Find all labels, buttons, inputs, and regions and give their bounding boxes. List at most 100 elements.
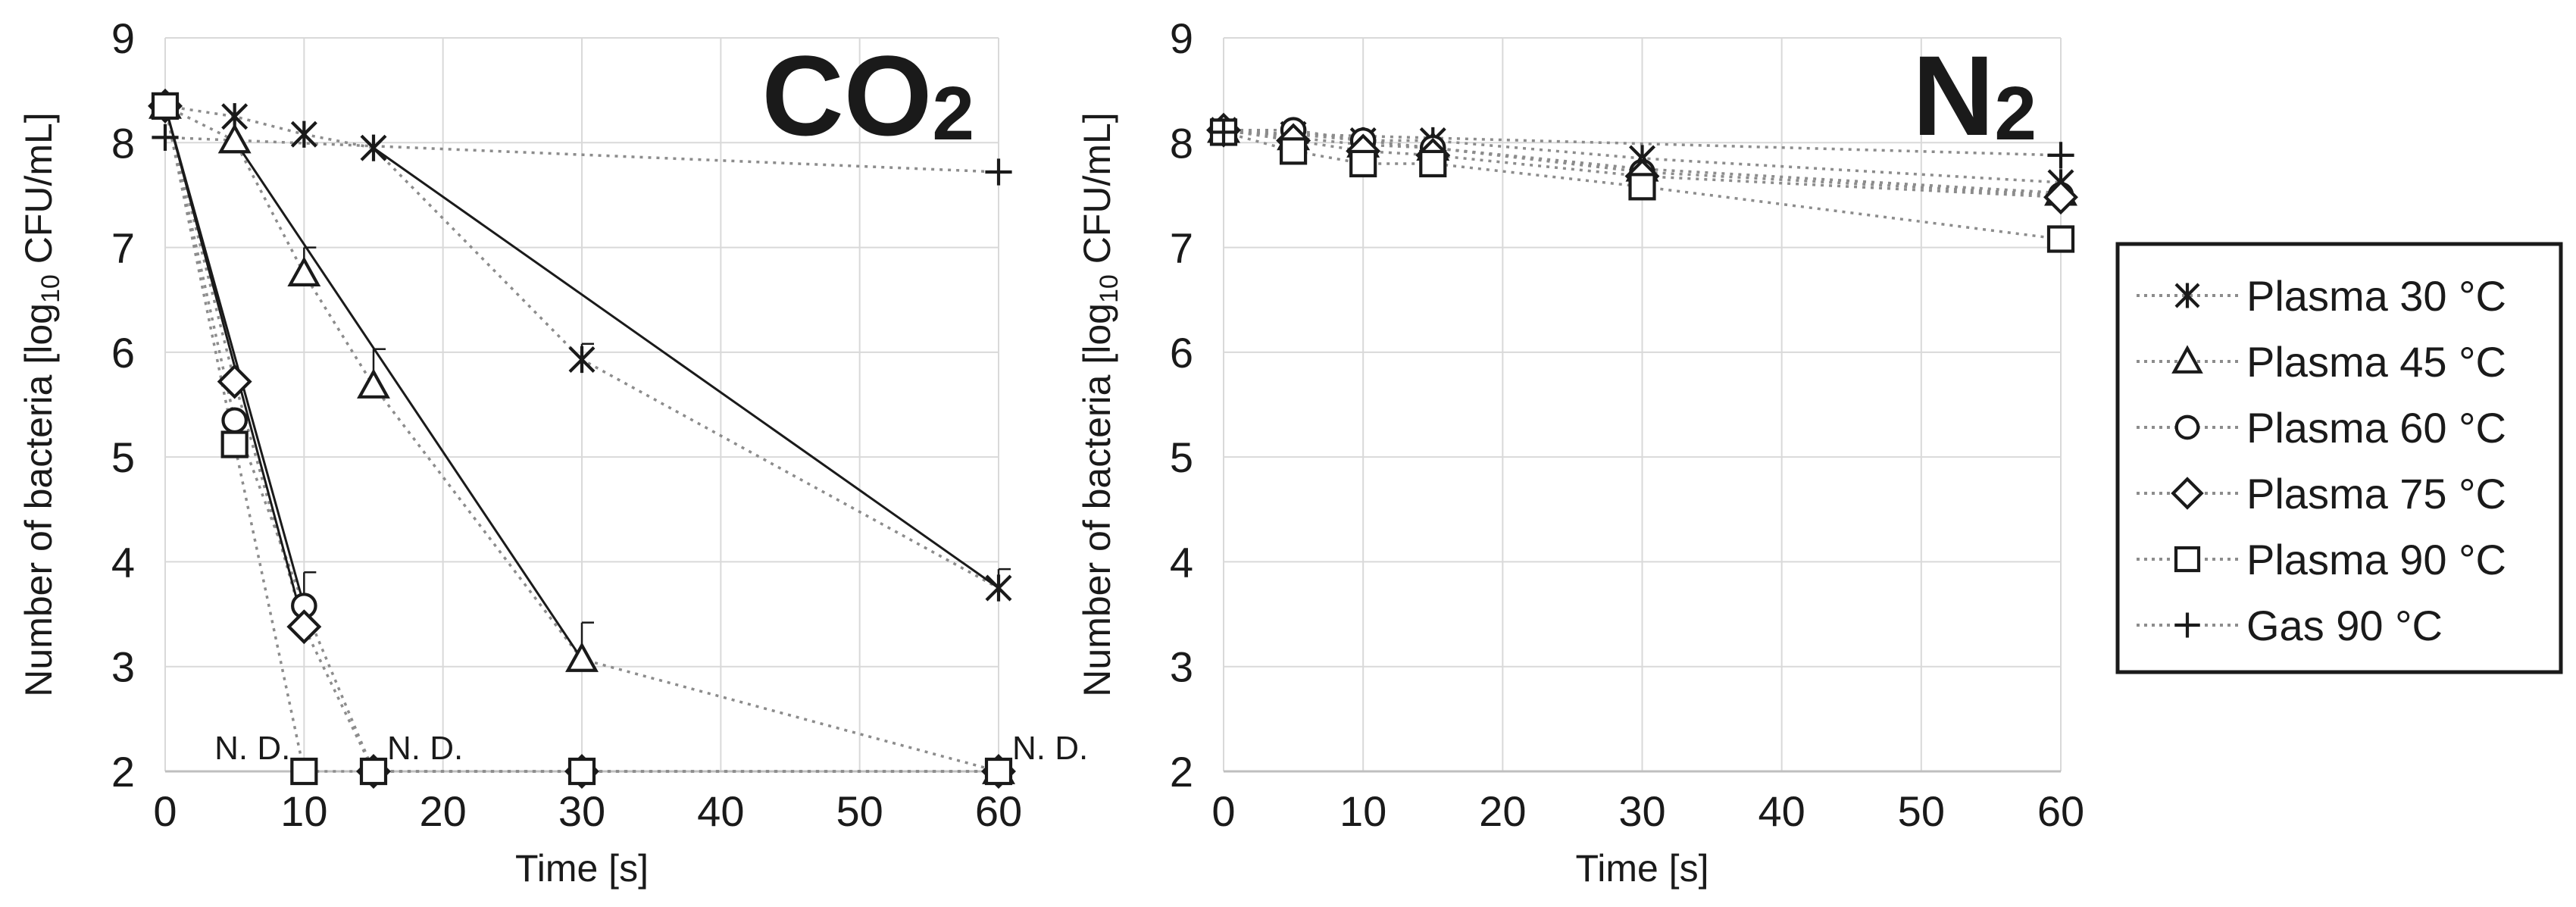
legend-label: Gas 90 °C bbox=[2246, 602, 2443, 649]
marker-gas-90-c bbox=[152, 124, 179, 151]
y-axis-title-part: CFU/mL] bbox=[17, 112, 60, 274]
x-axis-title: Time [s] bbox=[1576, 847, 1709, 890]
panel-title-subscript: 2 bbox=[932, 71, 974, 156]
legend-marker-plasma-90-c bbox=[2174, 546, 2201, 573]
legend-label: Plasma 60 °C bbox=[2246, 404, 2506, 452]
marker-plasma-30-c bbox=[568, 346, 596, 374]
legend-marker-plasma-45-c bbox=[2171, 345, 2203, 374]
y-tick-label: 8 bbox=[111, 119, 135, 167]
panel-title-main: CO bbox=[761, 32, 932, 159]
x-tick-label: 0 bbox=[153, 787, 177, 835]
legend: Plasma 30 °C Plasma 45 °C Plasma 60 °C Plas… bbox=[2115, 242, 2563, 674]
marker-plasma-90-c bbox=[359, 757, 388, 786]
y-tick-label: 6 bbox=[111, 329, 135, 377]
marker-plasma-90-c bbox=[220, 430, 249, 458]
y-axis-title-part: CFU/mL] bbox=[1076, 112, 1118, 274]
marker-plasma-90-c bbox=[1279, 137, 1308, 165]
legend-box bbox=[2115, 242, 2563, 674]
x-tick-label: 50 bbox=[836, 787, 883, 835]
series-line-plasma-30-c bbox=[164, 105, 999, 590]
marker-plasma-30-c bbox=[360, 134, 387, 161]
y-axis-title-part: Number of bacteria [log bbox=[17, 303, 60, 697]
x-tick-label: 20 bbox=[1479, 787, 1526, 835]
marker-plasma-30-c bbox=[290, 120, 317, 148]
x-tick-label: 40 bbox=[697, 787, 744, 835]
x-tick-label: 60 bbox=[975, 787, 1022, 835]
marker-gas-90-c bbox=[1210, 118, 1237, 146]
series-line-plasma-90-c bbox=[164, 105, 999, 773]
legend-marker-gas-90-c bbox=[2174, 612, 2200, 638]
panel-title-subscript: 2 bbox=[1994, 71, 2037, 156]
y-tick-label: 6 bbox=[1170, 329, 1193, 377]
y-tick-label: 2 bbox=[1170, 748, 1193, 796]
y-tick-label: 4 bbox=[111, 538, 135, 586]
marker-plasma-90-c bbox=[1628, 173, 1656, 201]
marker-plasma-90-c bbox=[1419, 149, 1447, 178]
y-tick-label: 9 bbox=[111, 14, 135, 62]
x-tick-label: 20 bbox=[420, 787, 467, 835]
y-tick-label: 9 bbox=[1170, 14, 1193, 62]
y-axis-title-subscript: 10 bbox=[1095, 274, 1124, 303]
series-line-gas-90-c bbox=[164, 136, 999, 174]
series-line-gas-90-c bbox=[1223, 130, 2062, 157]
marker-plasma-75-c bbox=[217, 364, 252, 399]
legend-label: Plasma 30 °C bbox=[2246, 272, 2506, 320]
y-tick-label: 3 bbox=[111, 643, 135, 691]
y-tick-label: 8 bbox=[1170, 119, 1193, 167]
legend-marker-plasma-75-c bbox=[2171, 477, 2204, 510]
panel-title: CO2 bbox=[761, 32, 974, 159]
marker-plasma-90-c bbox=[567, 757, 596, 786]
marker-plasma-45-c bbox=[357, 368, 390, 399]
n2-panel: 2 3 4 5 6 7 8 9 0 10 20 30 40 50 60 Time [s] Number of b… bbox=[1076, 14, 2084, 890]
y-tick-label: 5 bbox=[111, 433, 135, 481]
x-tick-label: 30 bbox=[558, 787, 605, 835]
x-tick-label: 10 bbox=[1340, 787, 1386, 835]
x-tick-label: 40 bbox=[1758, 787, 1805, 835]
fit-line-plasma-45-c bbox=[233, 139, 583, 660]
legend-marker-plasma-30-c bbox=[2174, 283, 2200, 308]
x-tick-label: 0 bbox=[1211, 787, 1235, 835]
x-tick-label: 50 bbox=[1898, 787, 1945, 835]
y-tick-label: 2 bbox=[111, 748, 135, 796]
legend-label: Plasma 45 °C bbox=[2246, 338, 2506, 386]
x-tick-label: 10 bbox=[280, 787, 327, 835]
marker-plasma-45-c bbox=[217, 123, 252, 154]
legend-marker-plasma-60-c bbox=[2174, 414, 2200, 440]
x-tick-label: 60 bbox=[2037, 787, 2084, 835]
y-axis-title-subscript: 10 bbox=[36, 274, 65, 303]
y-tick-label: 5 bbox=[1170, 433, 1193, 481]
series-line-plasma-60-c bbox=[1224, 128, 2062, 197]
x-tick-label: 30 bbox=[1618, 787, 1665, 835]
y-axis-title: Number of bacteria [log10 CFU/mL] bbox=[17, 112, 65, 696]
y-axis-title-part: Number of bacteria [log bbox=[1076, 303, 1118, 697]
nd-annotation: N. D. bbox=[387, 730, 463, 767]
marker-plasma-90-c bbox=[1349, 149, 1377, 178]
y-tick-label: 7 bbox=[1170, 224, 1193, 272]
marker-plasma-45-c bbox=[565, 642, 599, 672]
y-tick-label: 3 bbox=[1170, 643, 1193, 691]
y-tick-label: 7 bbox=[111, 224, 135, 272]
y-axis-title: Number of bacteria [log10 CFU/mL] bbox=[1076, 112, 1124, 696]
panel-title: N2 bbox=[1912, 32, 2037, 159]
panel-title-main: N bbox=[1912, 32, 1994, 159]
marker-plasma-90-c bbox=[984, 757, 1013, 786]
legend-label: Plasma 90 °C bbox=[2246, 536, 2506, 583]
co2-panel: 2 3 4 5 6 7 8 9 0 10 20 30 40 50 60 Time [s] Number of b… bbox=[17, 14, 1088, 890]
nd-annotation: N. D. bbox=[1012, 730, 1088, 767]
fit-line-plasma-30-c bbox=[373, 146, 999, 590]
y-tick-label: 4 bbox=[1170, 538, 1193, 586]
marker-plasma-90-c bbox=[151, 92, 180, 120]
marker-gas-90-c bbox=[2047, 142, 2074, 169]
nd-annotation: N. D. bbox=[214, 730, 290, 767]
legend-label: Plasma 75 °C bbox=[2246, 470, 2506, 518]
marker-plasma-30-c bbox=[985, 574, 1012, 602]
marker-gas-90-c bbox=[985, 158, 1012, 186]
marker-plasma-75-c bbox=[286, 609, 322, 645]
x-axis-title: Time [s] bbox=[515, 847, 649, 890]
marker-plasma-60-c bbox=[221, 407, 248, 434]
marker-plasma-75-c bbox=[2043, 180, 2078, 215]
marker-plasma-90-c bbox=[2046, 225, 2075, 253]
gridlines bbox=[164, 37, 999, 772]
marker-plasma-45-c bbox=[287, 256, 321, 286]
